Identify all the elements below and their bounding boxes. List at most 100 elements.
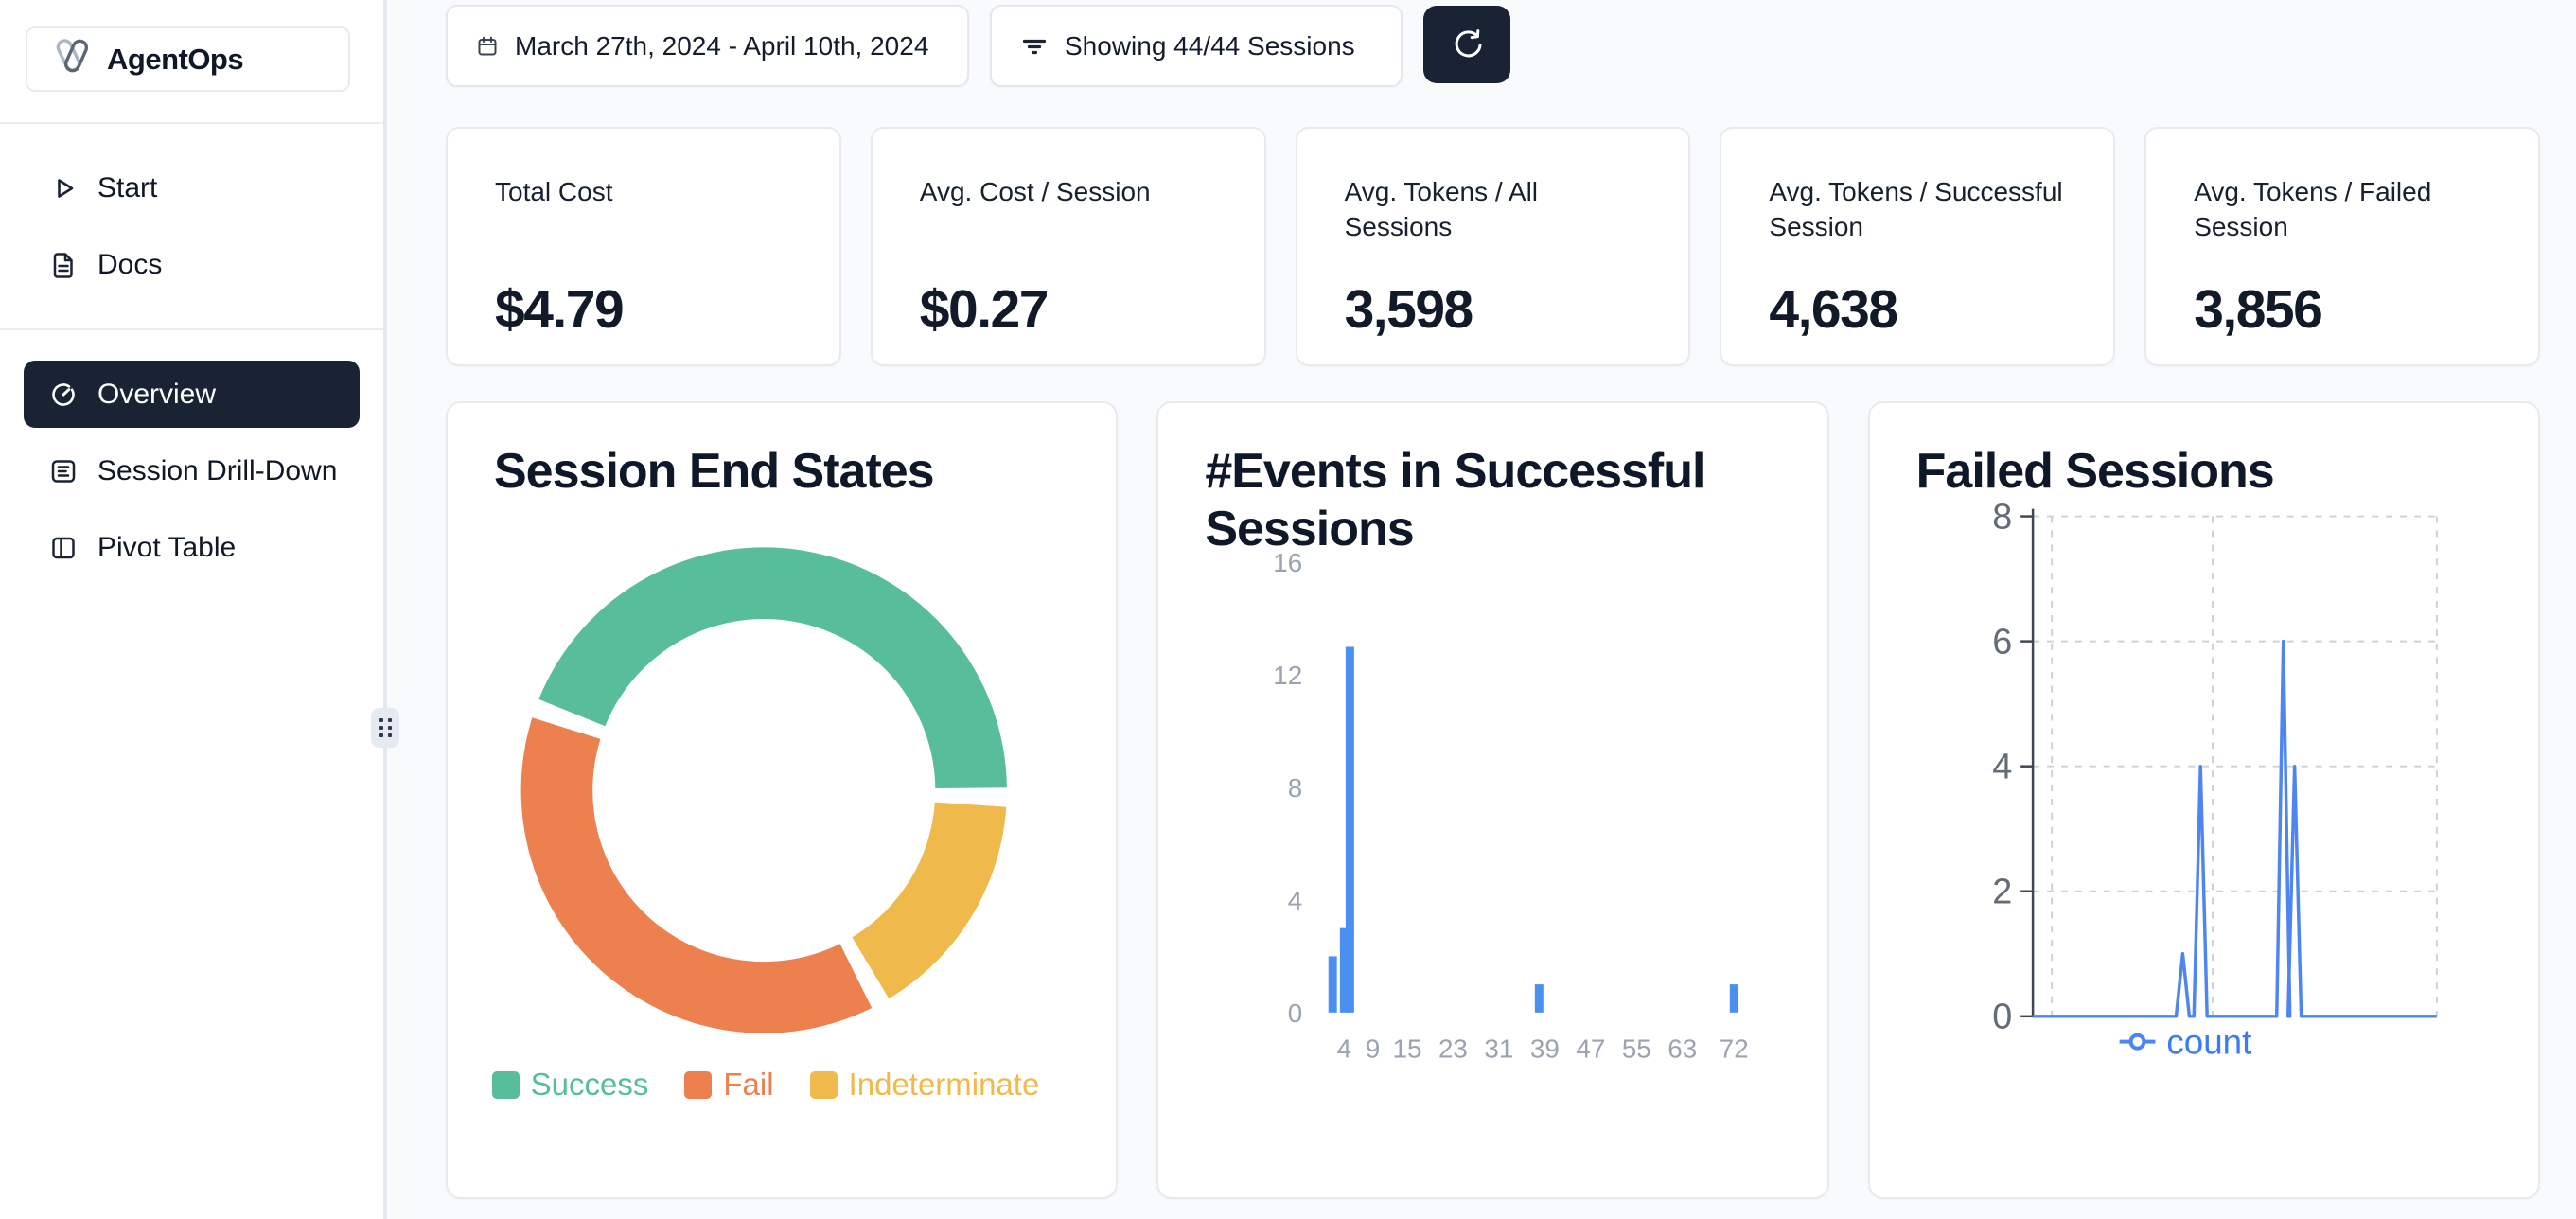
svg-text:47: 47 bbox=[1577, 1034, 1606, 1064]
brand-name: AgentOps bbox=[107, 42, 244, 76]
histogram-bar[interactable] bbox=[1730, 984, 1739, 1013]
stat-card-avg-cost-session: Avg. Cost / Session $0.27 bbox=[870, 127, 1266, 366]
histogram-bar[interactable] bbox=[1346, 646, 1355, 1013]
svg-text:0: 0 bbox=[1288, 998, 1303, 1028]
sidebar-item-overview[interactable]: Overview bbox=[24, 361, 360, 428]
svg-text:15: 15 bbox=[1393, 1034, 1422, 1064]
stat-label: Avg. Tokens / All Sessions bbox=[1344, 177, 1539, 241]
sidebar-resize-divider[interactable] bbox=[371, 0, 399, 1219]
charts-row: Session End States Success Fail Indetermin… bbox=[446, 401, 2540, 1199]
histogram-bar[interactable] bbox=[1535, 984, 1544, 1013]
donut-segment-fail[interactable] bbox=[520, 717, 873, 1034]
svg-text:55: 55 bbox=[1622, 1034, 1651, 1064]
stat-label: Avg. Tokens / Successful Session bbox=[1769, 177, 2063, 241]
stat-value: $0.27 bbox=[919, 279, 1050, 340]
sidebar: AgentOps Start bbox=[0, 0, 383, 1219]
svg-text:4: 4 bbox=[1992, 748, 2012, 787]
chart-title: Failed Sessions bbox=[1915, 444, 2275, 499]
svg-text:count: count bbox=[2166, 1023, 2251, 1062]
histogram-bar[interactable] bbox=[1340, 928, 1350, 1013]
play-icon bbox=[49, 174, 78, 203]
sessions-filter-button[interactable]: Showing 44/44 Sessions bbox=[990, 5, 1403, 87]
refresh-button[interactable] bbox=[1423, 6, 1510, 83]
sidebar-item-start[interactable]: Start bbox=[24, 154, 360, 221]
svg-text:8: 8 bbox=[1288, 773, 1303, 803]
chart-card-events-in-successful-sessions: #Events in Successful Sessions 0 4 8 12 16 4 9… bbox=[1156, 401, 1829, 1199]
sidebar-item-session-drill-down[interactable]: Session Drill-Down bbox=[24, 437, 360, 504]
donut-segment-success[interactable] bbox=[538, 547, 1007, 789]
stat-card-avg-tokens-failed: Avg. Tokens / Failed Session 3,856 bbox=[2144, 127, 2540, 366]
list-box-icon bbox=[49, 457, 78, 486]
svg-text:63: 63 bbox=[1668, 1034, 1698, 1064]
donut-legend: Success Fail Indeterminate bbox=[448, 1067, 1084, 1103]
stat-value: 4,638 bbox=[1769, 279, 1898, 340]
histogram-bar[interactable] bbox=[1329, 956, 1338, 1013]
sidebar-item-label: Docs bbox=[97, 248, 163, 280]
legend-label: Indeterminate bbox=[848, 1067, 1040, 1102]
date-range-label: March 27th, 2024 - April 10th, 2024 bbox=[515, 30, 929, 61]
line-chart-legend[interactable]: count bbox=[2119, 1023, 2251, 1062]
session-end-states-donut-chart[interactable] bbox=[448, 403, 1116, 1197]
svg-text:2: 2 bbox=[1992, 873, 2012, 912]
svg-text:39: 39 bbox=[1530, 1034, 1560, 1064]
legend-label: Success bbox=[530, 1067, 649, 1102]
agentops-paperclip-logo-icon bbox=[49, 35, 95, 83]
main-content: March 27th, 2024 - April 10th, 2024 Show… bbox=[387, 0, 2576, 1219]
svg-text:23: 23 bbox=[1438, 1034, 1468, 1064]
stats-row: Total Cost $4.79 Avg. Cost / Session $0.… bbox=[446, 127, 2540, 366]
svg-text:9: 9 bbox=[1366, 1034, 1381, 1064]
calendar-icon bbox=[476, 35, 499, 58]
sessions-filter-label: Showing 44/44 Sessions bbox=[1065, 30, 1355, 61]
sidebar-item-label: Overview bbox=[97, 378, 217, 410]
stat-card-avg-tokens-successful: Avg. Tokens / Successful Session 4,638 bbox=[1720, 127, 2116, 366]
sidebar-item-pivot-table[interactable]: Pivot Table bbox=[24, 514, 360, 581]
date-range-button[interactable]: March 27th, 2024 - April 10th, 2024 bbox=[446, 5, 969, 87]
svg-text:16: 16 bbox=[1274, 548, 1303, 577]
grip-dots-icon bbox=[379, 718, 392, 737]
legend-item-fail[interactable]: Fail bbox=[684, 1067, 774, 1103]
sidebar-item-label: Start bbox=[97, 171, 158, 203]
legend-label: Fail bbox=[723, 1067, 774, 1102]
sidebar-nav-pages: Overview Session Drill-Down bbox=[24, 361, 360, 591]
chart-title: Session End States bbox=[494, 444, 935, 499]
stat-value: $4.79 bbox=[495, 279, 625, 340]
stat-label: Avg. Tokens / Failed Session bbox=[2194, 177, 2432, 241]
sidebar-item-label: Session Drill-Down bbox=[97, 454, 338, 486]
legend-item-success[interactable]: Success bbox=[491, 1067, 649, 1103]
svg-text:12: 12 bbox=[1274, 661, 1303, 690]
donut-segment-indeterminate[interactable] bbox=[852, 802, 1007, 999]
brand-logo[interactable]: AgentOps bbox=[26, 26, 350, 92]
stat-card-avg-tokens-all: Avg. Tokens / All Sessions 3,598 bbox=[1295, 127, 1691, 366]
svg-text:8: 8 bbox=[1992, 497, 2012, 537]
legend-swatch bbox=[491, 1070, 520, 1099]
svg-text:72: 72 bbox=[1720, 1034, 1749, 1064]
legend-swatch bbox=[809, 1070, 838, 1099]
svg-text:4: 4 bbox=[1288, 886, 1303, 915]
svg-text:4: 4 bbox=[1337, 1034, 1352, 1064]
sidebar-nav-primary: Start Docs bbox=[24, 154, 360, 308]
svg-text:6: 6 bbox=[1992, 623, 2012, 662]
legend-item-indeterminate[interactable]: Indeterminate bbox=[809, 1067, 1040, 1103]
sidebar-divider-top bbox=[0, 122, 383, 124]
document-icon bbox=[49, 251, 78, 279]
svg-text:0: 0 bbox=[1992, 998, 2012, 1037]
stat-card-total-cost: Total Cost $4.79 bbox=[446, 127, 841, 366]
toolbar: March 27th, 2024 - April 10th, 2024 Show… bbox=[446, 5, 2540, 87]
count-series-line[interactable] bbox=[2032, 639, 2437, 1018]
sidebar-item-docs[interactable]: Docs bbox=[24, 231, 360, 298]
failed-sessions-line-chart[interactable]: 0 2 4 6 8 count bbox=[1870, 403, 2538, 1197]
sidebar-drag-handle[interactable] bbox=[371, 708, 399, 748]
gauge-icon bbox=[49, 380, 78, 409]
stat-label: Total Cost bbox=[495, 177, 613, 206]
chart-card-failed-sessions: Failed Sessions 0 2 4 6 8 count bbox=[1867, 401, 2540, 1199]
stat-value: 3,856 bbox=[2194, 279, 2323, 340]
chart-card-session-end-states: Session End States Success Fail Indetermin… bbox=[446, 401, 1119, 1199]
svg-text:31: 31 bbox=[1485, 1034, 1514, 1064]
sidebar-divider-bottom bbox=[0, 328, 383, 330]
stat-label: Avg. Cost / Session bbox=[919, 177, 1151, 206]
chart-title: #Events in Successful Sessions bbox=[1205, 444, 1705, 557]
legend-swatch bbox=[684, 1070, 713, 1099]
stat-value: 3,598 bbox=[1344, 279, 1474, 340]
